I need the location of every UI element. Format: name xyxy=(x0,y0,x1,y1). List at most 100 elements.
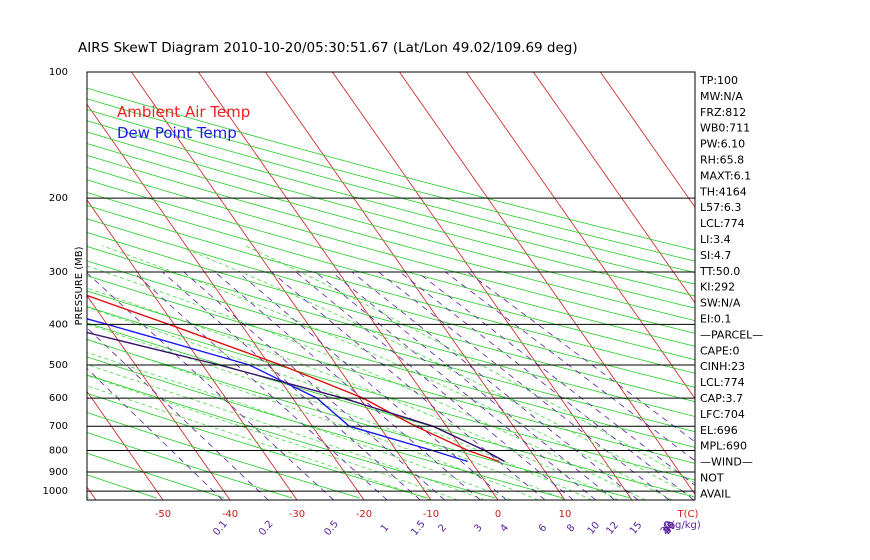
dry-adiabat-line xyxy=(87,290,695,464)
dry-adiabat-line xyxy=(0,72,21,498)
mixing-ratio-line xyxy=(399,271,694,500)
mixing-ratio-tick-label: 0.1 xyxy=(211,519,230,538)
mixing-ratio-line xyxy=(445,271,695,462)
pressure-tick-label: 1000 xyxy=(43,486,68,497)
stability-index-label: L57:6.3 xyxy=(700,201,741,214)
dry-adiabat-line xyxy=(87,120,695,285)
moist-adiabat-line xyxy=(177,245,695,499)
plot-frame xyxy=(86,71,696,501)
stability-index-label: RH:65.8 xyxy=(700,154,744,167)
dry-adiabat-line xyxy=(87,131,695,297)
stability-index-label: EL:696 xyxy=(700,424,738,437)
stability-index-label: WB0:711 xyxy=(700,122,750,135)
bottom-temp-tick-label: 0 xyxy=(495,509,501,520)
mixing-ratio-tick-label: 15 xyxy=(628,520,645,537)
pressure-tick-label: 800 xyxy=(49,446,68,457)
mixing-ratio-tick-label: 6 xyxy=(537,522,550,534)
mixing-ratio-unit-label: Q(g/kg) xyxy=(663,520,701,531)
mixing-ratio-tick-label: 2 xyxy=(437,522,450,534)
mixing-ratio-tick-label: 1.5 xyxy=(409,519,428,538)
legend-entry: Ambient Air Temp xyxy=(117,103,250,121)
dry-adiabat-line xyxy=(87,275,695,448)
stability-index-label: LCL:774 xyxy=(700,376,745,389)
mixing-ratio-line xyxy=(467,271,695,443)
moist-adiabat-line xyxy=(87,385,432,500)
moist-adiabat-line xyxy=(87,364,485,500)
stability-index-label: TH:4164 xyxy=(699,185,747,198)
bottom-temp-tick-label: -20 xyxy=(356,509,372,520)
dry-adiabat-line xyxy=(87,154,695,322)
stability-index-label: LI:3.4 xyxy=(700,233,731,246)
mixing-ratio-line xyxy=(351,271,639,500)
isotherm-line xyxy=(466,72,695,400)
bottom-temp-tick-label: -10 xyxy=(423,509,439,520)
isotherm-line xyxy=(87,295,231,500)
dry-adiabat-line xyxy=(87,356,564,499)
moist-adiabat-line xyxy=(87,287,619,500)
mixing-ratio-tick-label: 10 xyxy=(586,520,603,537)
stability-index-label: CAP:3.7 xyxy=(700,392,743,405)
mixing-ratio-line xyxy=(87,327,269,500)
bottom-temp-tick-label: -30 xyxy=(289,509,305,520)
dry-adiabat-line xyxy=(87,306,695,481)
mixing-ratio-line xyxy=(132,271,388,500)
stability-index-label: CINH:23 xyxy=(700,360,745,373)
isotherm-line xyxy=(600,72,695,208)
bottom-temp-tick-label: 10 xyxy=(559,509,572,520)
mixing-ratio-line xyxy=(416,271,695,486)
dry-adiabat-line xyxy=(87,109,695,273)
pressure-tick-label: 100 xyxy=(49,67,68,78)
isotherm-line xyxy=(265,72,566,500)
stability-index-label: NOT xyxy=(700,472,724,485)
mixing-ratio-line xyxy=(271,271,546,500)
stability-index-label: MW:N/A xyxy=(700,90,743,103)
dry-adiabat-line xyxy=(87,232,695,403)
y-axis-title: PRESSURE (MB) xyxy=(74,246,85,325)
stability-index-label: CAPE:0 xyxy=(700,344,740,357)
isotherm-line xyxy=(87,390,164,500)
mixing-ratio-line xyxy=(162,271,421,500)
dry-adiabat-line xyxy=(87,98,695,262)
mixing-ratio-line xyxy=(331,271,615,500)
moist-adiabat-line xyxy=(87,306,592,500)
dry-adiabat-line xyxy=(87,339,631,499)
mixing-ratio-tick-label: 4 xyxy=(499,522,512,534)
moist-adiabat-line xyxy=(87,323,566,500)
stability-index-label: MAXT:6.1 xyxy=(700,169,751,182)
dry-adiabat-line xyxy=(87,87,695,251)
dry-adiabat-line xyxy=(87,374,496,499)
stability-index-label: KI:292 xyxy=(700,281,735,294)
dry-adiabat-line xyxy=(87,392,428,499)
dry-adiabat-line xyxy=(87,260,695,433)
moist-adiabat-line xyxy=(102,245,673,500)
stability-index-label: SW:N/A xyxy=(700,297,741,310)
stability-index-label: TT:50.0 xyxy=(699,265,740,278)
isotherm-line xyxy=(87,103,365,500)
moist-adiabat-line xyxy=(87,375,458,500)
dry-adiabat-line xyxy=(87,167,695,334)
bottom-temp-tick-label: -50 xyxy=(155,509,171,520)
mixing-ratio-tick-label: 0.2 xyxy=(257,519,276,538)
x-axis-unit-label: T(C) xyxy=(677,509,699,520)
moist-adiabat-line xyxy=(87,265,646,500)
stability-index-label: —WIND— xyxy=(700,456,753,469)
stability-index-label: LFC:704 xyxy=(700,408,745,421)
mixing-ratio-line xyxy=(295,271,574,500)
mixing-ratio-line xyxy=(237,271,507,500)
dry-adiabat-line xyxy=(87,322,695,498)
dry-adiabat-line xyxy=(87,143,695,309)
mixing-ratio-tick-label: 3 xyxy=(472,522,485,534)
mixing-ratio-line xyxy=(214,271,481,500)
mixing-ratio-line xyxy=(315,271,597,500)
dry-adiabat-line xyxy=(87,192,695,361)
profile-line-parcel xyxy=(87,331,505,463)
dry-adiabat-line xyxy=(87,179,695,347)
stability-index-label: TP:100 xyxy=(699,74,738,87)
isotherm-line xyxy=(131,72,432,500)
mixing-ratio-tick-label: 8 xyxy=(565,522,578,534)
pressure-tick-label: 300 xyxy=(49,267,68,278)
mixing-ratio-line xyxy=(183,271,445,500)
stability-index-label: FRZ:812 xyxy=(700,106,746,119)
pressure-tick-label: 200 xyxy=(49,193,68,204)
isotherm-line xyxy=(533,72,695,304)
